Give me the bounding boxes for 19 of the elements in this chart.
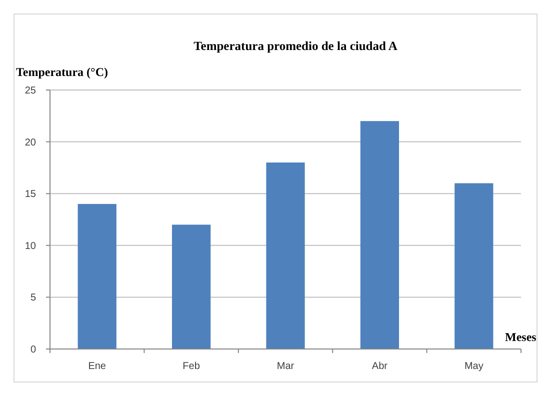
y-tick-label: 0	[30, 344, 36, 356]
x-tick-label: Abr	[372, 361, 388, 372]
bar	[172, 224, 211, 349]
bar	[266, 162, 305, 349]
y-axis-title: Temperatura (°C)	[16, 65, 108, 79]
x-axis-title: Meses	[505, 330, 537, 344]
x-tick-label: Feb	[182, 361, 200, 372]
y-tick-label: 5	[30, 292, 36, 304]
y-tick-label: 25	[24, 86, 36, 96]
bar	[360, 121, 400, 349]
y-tick-label: 20	[24, 137, 36, 148]
y-tick-label: 15	[24, 189, 36, 200]
bar	[78, 204, 116, 349]
x-tick-label: Mar	[276, 361, 295, 372]
y-tick-label: 10	[24, 240, 36, 252]
x-tick-label: May	[464, 361, 484, 372]
chart-title: Temperatura promedio de la ciudad A	[194, 39, 398, 53]
x-tick-label: Ene	[88, 361, 106, 372]
bar	[454, 183, 494, 349]
